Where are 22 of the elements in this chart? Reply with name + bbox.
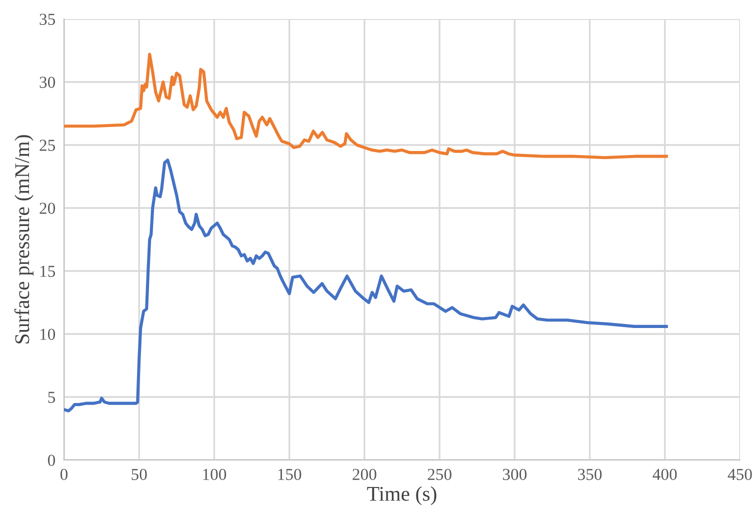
y-axis-title: Surface pressure (mN/m)	[14, 135, 34, 344]
y-tick-label: 20	[40, 202, 56, 214]
y-tick-label: 25	[40, 140, 56, 151]
x-axis-title: Time (s)	[367, 486, 436, 506]
x-tick-label: 300	[502, 468, 527, 480]
x-tick-label: 350	[578, 468, 602, 480]
x-tick-label: 50	[132, 468, 147, 480]
x-tick-label: 200	[352, 468, 376, 480]
line-series	[64, 52, 668, 160]
x-tick-label: 450	[728, 468, 752, 480]
y-tick-label: 35	[40, 14, 56, 25]
y-tick-label: 0	[48, 454, 56, 466]
y-tick-label: 15	[40, 266, 56, 277]
x-tick-label: 0	[60, 468, 68, 480]
x-tick-label: 400	[652, 468, 677, 480]
y-tick-label: 5	[48, 392, 56, 403]
x-tick-label: 250	[428, 468, 452, 480]
line-series	[64, 158, 668, 412]
x-tick-label: 150	[278, 468, 302, 480]
y-tick-label: 30	[40, 76, 56, 88]
y-tick-label: 10	[40, 328, 56, 340]
x-tick-label: 100	[203, 468, 226, 480]
